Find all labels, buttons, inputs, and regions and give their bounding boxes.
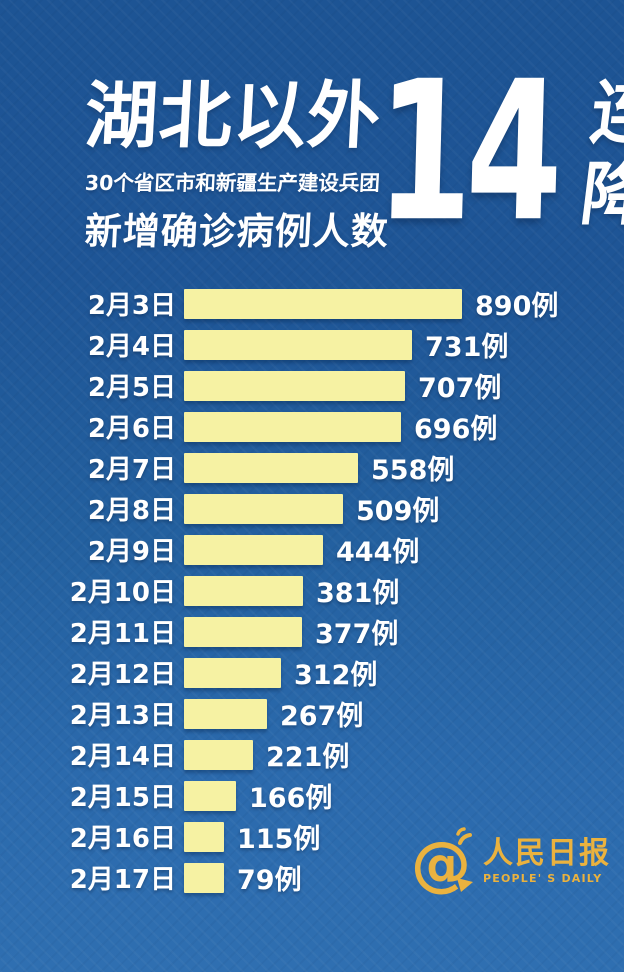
chart-row: 2月15日 166例 [0,775,624,816]
bar [184,575,303,606]
bar-value-label: 509例 [356,496,440,527]
bar-value-label: 312例 [294,660,378,691]
bar-category-label: 2月8日 [87,496,176,526]
bar [184,698,267,729]
chart-row: 2月4日 731例 [0,324,624,365]
bar-category-label: 2月13日 [69,701,176,731]
title-main: 湖北以外 [82,74,384,159]
bar-category-label: 2月3日 [87,291,176,321]
chart-row: 2月16日 115例 [0,816,624,857]
logo-name-cn: 人民日报 [483,836,611,871]
chart-row: 2月9日 444例 [0,529,624,570]
bar-value-label: 115例 [237,824,321,855]
bar [184,329,412,360]
bar [184,370,405,401]
bar-value-label: 166例 [249,783,333,814]
bar [184,452,358,483]
big-number-group: 14 连 降 [374,40,624,264]
bar-value-label: 381例 [316,578,400,609]
bar-category-label: 2月9日 [87,537,176,567]
big-suffix-bottom: 降 [576,155,624,236]
header-titles: 湖北以外 30个省区市和新疆生产建设兵团 新增确诊病例人数 [82,74,393,255]
chart-row: 2月14日 221例 [0,734,624,775]
bar-category-label: 2月16日 [69,824,176,854]
bar [184,862,224,893]
bar-value-label: 707例 [418,373,502,404]
wave-icon [458,833,472,845]
peoples-daily-logo: @ 人民日报 PEOPLE' S DAILY [413,826,611,898]
bar-chart: 2月3日 890例 2月4日 731例 2月5日 707例 2月6日 696例 2月7日 558例… [0,283,624,898]
cursor-arrow-icon [457,878,473,892]
header: 湖北以外 30个省区市和新疆生产建设兵团 新增确诊病例人数 14 连 降 [82,40,624,264]
chart-row: 2月8日 509例 [0,488,624,529]
bar [184,493,343,524]
wave-icon [456,827,466,836]
chart-row: 2月6日 696例 [0,406,624,447]
bar-category-label: 2月7日 [87,455,176,485]
bar-category-label: 2月10日 [69,578,176,608]
bar-category-label: 2月6日 [87,414,176,444]
bar-value-label: 79例 [237,865,302,896]
big-suffix-top: 连 [586,74,624,154]
bar-category-label: 2月11日 [69,619,176,649]
bar-value-label: 267例 [280,701,364,732]
logo-name-en: PEOPLE' S DAILY [483,872,603,885]
bar-value-label: 890例 [475,291,559,322]
bar-value-label: 696例 [414,414,498,445]
bar-value-label: 731例 [425,332,509,363]
logo-text: 人民日报 PEOPLE' S DAILY [483,836,611,886]
chart-row: 2月10日 381例 [0,570,624,611]
bar-value-label: 558例 [371,455,455,486]
bar-category-label: 2月17日 [69,865,176,895]
chart-row: 2月11日 377例 [0,611,624,652]
bar [184,739,253,770]
bar [184,821,224,852]
bar [184,780,236,811]
chart-row: 2月5日 707例 [0,365,624,406]
bar [184,411,401,442]
bar [184,534,323,565]
bar-value-label: 444例 [336,537,420,568]
title-secondary: 新增确诊病例人数 [83,209,390,253]
chart-row: 2月12日 312例 [0,652,624,693]
big-number: 14 [373,40,559,265]
at-broadcast-icon: @ [413,827,473,898]
chart-row: 2月13日 267例 [0,693,624,734]
bar-value-label: 221例 [266,742,350,773]
chart-row: 2月7日 558例 [0,447,624,488]
bar-category-label: 2月15日 [69,783,176,813]
bar [184,616,302,647]
bar-category-label: 2月12日 [69,660,176,690]
bar-category-label: 2月4日 [87,332,176,362]
bar-value-label: 377例 [315,619,399,650]
chart-row: 2月3日 890例 [0,283,624,324]
chart-row: 2月17日 79例 [0,857,624,898]
bar [184,657,281,688]
bar-category-label: 2月5日 [87,373,176,403]
big-number-suffix: 连 降 [574,74,624,255]
bar [184,288,462,319]
bar-category-label: 2月14日 [69,742,176,772]
title-subtitle: 30个省区市和新疆生产建设兵团 [84,170,381,195]
